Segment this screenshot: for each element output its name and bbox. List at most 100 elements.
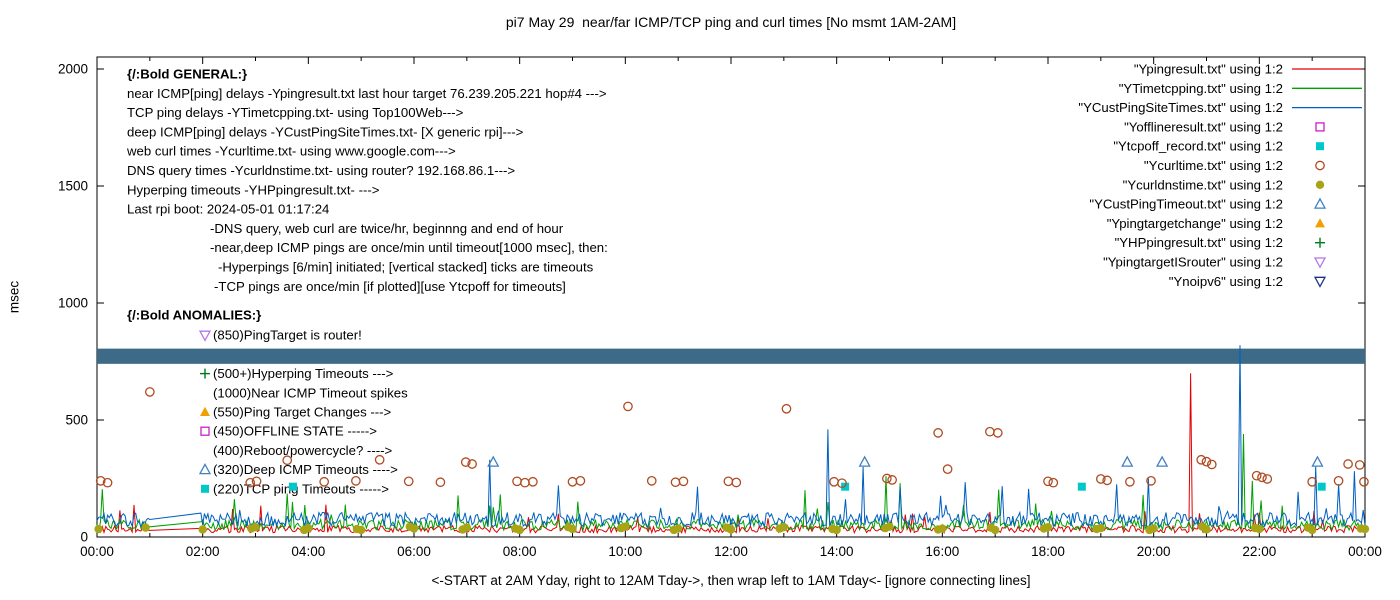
general-note: near ICMP[ping] delays -Ypingresult.txt … bbox=[127, 86, 607, 101]
Ycurltime-marker-icon bbox=[678, 476, 689, 487]
general-note: {/:Bold GENERAL:} bbox=[127, 67, 247, 82]
legend-row: "YCustPingTimeout.txt" using 1:2 bbox=[1089, 197, 1327, 212]
Ycurldnstime-marker-icon bbox=[515, 525, 524, 535]
Ycurltime-marker-icon bbox=[1307, 476, 1318, 487]
legend-row: "Yofflineresult.txt" using 1:2 bbox=[1124, 119, 1325, 134]
anomaly-note: (220)TCP ping Timeouts -----> bbox=[213, 481, 389, 496]
x-tick-label: 02:00 bbox=[186, 544, 220, 559]
Ycurltime-marker-icon bbox=[882, 473, 892, 484]
legend-square-marker-icon bbox=[1316, 142, 1324, 151]
legend-circle-marker-icon bbox=[1315, 180, 1325, 189]
legend-label: "YCustPingTimeout.txt" using 1:2 bbox=[1089, 197, 1283, 212]
Ycurltime-marker-icon bbox=[829, 476, 839, 487]
general-note: DNS query times -Ycurldnstime.txt- using… bbox=[127, 163, 515, 178]
chart-title: pi7 May 29 near/far ICMP/TCP ping and cu… bbox=[505, 14, 957, 30]
Ycurltime-marker-icon bbox=[781, 403, 792, 414]
Ycurltime-marker-icon bbox=[1359, 476, 1369, 487]
Ycurltime-marker-icon bbox=[351, 475, 361, 486]
legend-row: "Ytcpoff_record.txt" using 1:2 bbox=[1113, 139, 1324, 154]
Ycurldnstime-marker-icon bbox=[251, 522, 260, 532]
YCustPingTimeout-marker-icon bbox=[1121, 455, 1134, 467]
Ycurldnstime-marker-icon bbox=[832, 525, 841, 535]
Ycurldnstime-marker-icon bbox=[462, 523, 472, 532]
Ycurldnstime-marker-icon bbox=[990, 525, 1000, 535]
y-tick-label: 1000 bbox=[58, 296, 88, 311]
legend-triangle-up-marker-icon bbox=[1313, 197, 1327, 209]
Ycurltime-marker-icon bbox=[144, 387, 155, 397]
x-axis-label: <-START at 2AM Yday, right to 12AM Tday-… bbox=[431, 573, 1031, 588]
Ycurltime-marker-icon bbox=[374, 454, 385, 465]
anomaly-note: (1000)Near ICMP Timeout spikes bbox=[213, 385, 408, 400]
Ycurltime-marker-icon bbox=[646, 475, 657, 486]
Ycurltime-marker-icon bbox=[1262, 474, 1273, 484]
Ycurltime-marker-icon bbox=[95, 475, 106, 486]
Ycurltime-marker-icon bbox=[1201, 456, 1212, 467]
x-tick-label: 22:00 bbox=[1242, 544, 1276, 559]
general-note: -TCP pings are once/min [if plotted][use… bbox=[214, 279, 566, 294]
legend-label: "Ycurldnstime.txt" using 1:2 bbox=[1123, 177, 1283, 192]
anomaly-triangle-up-marker-icon bbox=[200, 406, 210, 416]
legend-label: "Ycurltime.txt" using 1:2 bbox=[1144, 158, 1283, 173]
x-tick-label: 08:00 bbox=[503, 544, 537, 559]
legend-row: "YHPpingresult.txt" using 1:2 bbox=[1115, 235, 1325, 250]
Ycurltime-marker-icon bbox=[282, 455, 293, 466]
Ycurltime-marker-icon bbox=[245, 477, 256, 488]
Ycurldnstime-marker-icon bbox=[1149, 524, 1158, 533]
Ycurltime-marker-icon bbox=[319, 476, 330, 487]
x-tick-label: 06:00 bbox=[397, 544, 431, 559]
Ycurldnstime-marker-icon bbox=[885, 522, 894, 531]
Ycurltime-marker-icon bbox=[623, 401, 633, 412]
YCustPingTimeout-marker-icon bbox=[487, 455, 500, 467]
Ycurldnstime-marker-icon bbox=[94, 524, 103, 534]
legend-label: "Ypingtargetchange" using 1:2 bbox=[1107, 216, 1283, 231]
Ycurltime-marker-icon bbox=[670, 477, 681, 488]
YCustPingTimeout-marker-icon bbox=[1156, 455, 1169, 467]
Ycurltime-marker-icon bbox=[435, 477, 446, 488]
Ycurltime-marker-icon bbox=[723, 476, 734, 487]
general-note: Hyperping timeouts -YHPpingresult.txt- -… bbox=[127, 182, 380, 197]
anomaly-note: (400)Reboot/powercycle? ----> bbox=[213, 443, 393, 458]
series-Ypingresult bbox=[96, 373, 1366, 535]
axes: 00:00 02:00 04:00 06:00 08:00 10:00 12:00 14:00… bbox=[58, 56, 1382, 559]
legend-row: "Ypingresult.txt" using 1:2 bbox=[1134, 62, 1362, 77]
legend-label: "YTimetcpping.txt" using 1:2 bbox=[1119, 81, 1283, 96]
x-tick-label: 04:00 bbox=[291, 544, 325, 559]
series-YCustPingTimeout bbox=[487, 455, 1324, 467]
Ycurldnstime-marker-icon bbox=[198, 525, 207, 534]
legend-label: "YCustPingSiteTimes.txt" using 1:2 bbox=[1078, 100, 1283, 115]
x-tick-label: 20:00 bbox=[1137, 544, 1171, 559]
Ycurltime-marker-icon bbox=[1095, 474, 1106, 484]
Ycurldnstime-marker-icon bbox=[938, 524, 947, 533]
Ycurldnstime-marker-icon bbox=[1202, 525, 1211, 534]
annotations: {/:Bold GENERAL:} near ICMP[ping] delays … bbox=[126, 67, 608, 497]
Ycurldnstime-marker-icon bbox=[726, 525, 736, 534]
legend-row: "Ypingtargetchange" using 1:2 bbox=[1107, 216, 1325, 231]
series-Ycurltime bbox=[95, 387, 1369, 489]
Ycurldnstime-marker-icon bbox=[673, 524, 683, 533]
series-YCustPingSiteTimes bbox=[96, 345, 1366, 528]
legend-triangle-down-marker-icon bbox=[1313, 276, 1327, 288]
legend-triangle-down-marker-icon bbox=[1313, 257, 1327, 269]
Ycurltime-marker-icon bbox=[460, 457, 471, 467]
legend-square-marker-icon bbox=[1315, 122, 1325, 132]
Ycurldnstime-marker-icon bbox=[304, 523, 313, 533]
Ycurltime-marker-icon bbox=[567, 476, 578, 487]
anomaly-note: (850)PingTarget is router! bbox=[213, 328, 362, 343]
x-tick-label: 14:00 bbox=[820, 544, 854, 559]
general-note: -Hyperpings [6/min] initiated; [vertical… bbox=[218, 260, 594, 275]
Ycurltime-marker-icon bbox=[1354, 460, 1365, 470]
Ycurltime-marker-icon bbox=[1251, 470, 1262, 481]
Ycurltime-marker-icon bbox=[1196, 454, 1207, 465]
legend-label: "Ytcpoff_record.txt" using 1:2 bbox=[1113, 139, 1283, 154]
legend-label: "Ynoipv6" using 1:2 bbox=[1169, 274, 1283, 289]
anomaly-note: (320)Deep ICMP Timeouts ----> bbox=[213, 462, 398, 477]
Ycurldnstime-marker-icon bbox=[568, 524, 577, 534]
anomaly-square-marker-icon bbox=[201, 484, 209, 493]
legend-label: "YHPpingresult.txt" using 1:2 bbox=[1115, 235, 1283, 250]
x-tick-label: 18:00 bbox=[1031, 544, 1065, 559]
legend-label: "YpingtargetISrouter" using 1:2 bbox=[1103, 255, 1283, 270]
Ycurltime-marker-icon bbox=[837, 478, 847, 489]
legend-row: "Ycurldnstime.txt" using 1:2 bbox=[1123, 177, 1325, 192]
Ycurltime-marker-icon bbox=[1343, 459, 1353, 469]
